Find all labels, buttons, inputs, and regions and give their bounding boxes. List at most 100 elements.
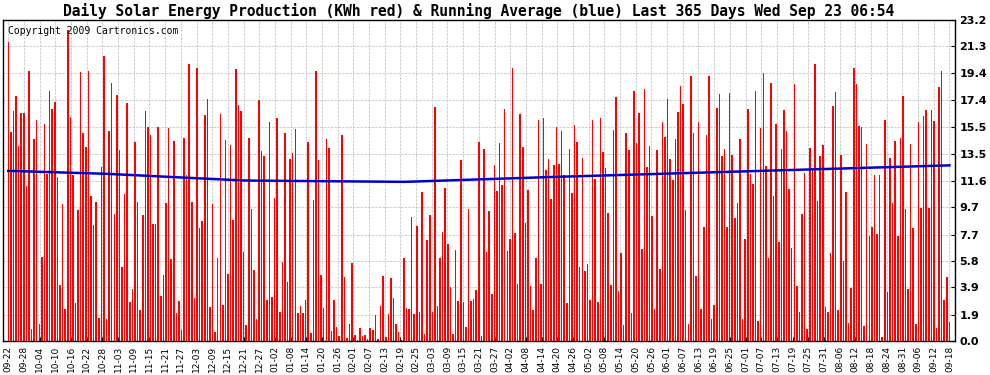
Bar bbox=[478, 142, 479, 341]
Bar bbox=[732, 155, 733, 341]
Bar bbox=[770, 83, 772, 341]
Bar bbox=[364, 335, 366, 341]
Bar bbox=[615, 97, 617, 341]
Bar bbox=[424, 334, 426, 341]
Bar bbox=[509, 239, 511, 341]
Bar bbox=[8, 42, 9, 341]
Bar bbox=[127, 104, 128, 341]
Bar bbox=[690, 76, 692, 341]
Bar bbox=[132, 289, 134, 341]
Bar bbox=[284, 133, 286, 341]
Bar bbox=[796, 286, 798, 341]
Bar bbox=[385, 337, 386, 341]
Bar bbox=[473, 299, 474, 341]
Bar bbox=[791, 248, 792, 341]
Bar bbox=[628, 150, 630, 341]
Bar bbox=[809, 148, 811, 341]
Bar bbox=[752, 183, 753, 341]
Bar bbox=[734, 218, 736, 341]
Bar bbox=[268, 122, 270, 341]
Bar bbox=[918, 122, 919, 341]
Bar bbox=[737, 203, 739, 341]
Bar bbox=[721, 156, 723, 341]
Bar bbox=[341, 135, 343, 341]
Bar bbox=[339, 336, 340, 341]
Bar bbox=[77, 210, 79, 341]
Bar bbox=[677, 112, 679, 341]
Bar bbox=[170, 259, 172, 341]
Bar bbox=[250, 209, 252, 341]
Bar bbox=[388, 314, 389, 341]
Bar bbox=[380, 306, 381, 341]
Bar bbox=[157, 127, 159, 341]
Bar bbox=[59, 285, 60, 341]
Title: Daily Solar Energy Production (KWh red) & Running Average (blue) Last 365 Days W: Daily Solar Energy Production (KWh red) … bbox=[63, 3, 895, 19]
Bar bbox=[838, 310, 840, 341]
Bar bbox=[610, 285, 612, 341]
Bar bbox=[318, 160, 320, 341]
Bar bbox=[579, 267, 580, 341]
Bar bbox=[648, 146, 650, 341]
Bar bbox=[429, 216, 431, 341]
Bar bbox=[910, 144, 912, 341]
Bar bbox=[545, 170, 546, 341]
Bar bbox=[255, 319, 257, 341]
Bar bbox=[305, 300, 306, 341]
Bar bbox=[204, 115, 206, 341]
Bar bbox=[21, 113, 22, 341]
Bar bbox=[931, 110, 933, 341]
Bar bbox=[313, 200, 314, 341]
Bar bbox=[541, 284, 542, 341]
Bar bbox=[67, 30, 68, 341]
Bar bbox=[263, 156, 265, 341]
Bar bbox=[581, 158, 583, 341]
Bar bbox=[101, 167, 102, 341]
Bar bbox=[401, 340, 402, 341]
Bar bbox=[124, 194, 126, 341]
Bar bbox=[729, 93, 731, 341]
Bar bbox=[550, 199, 552, 341]
Bar bbox=[512, 68, 513, 341]
Bar bbox=[421, 192, 423, 341]
Bar bbox=[233, 220, 234, 341]
Bar bbox=[902, 96, 904, 341]
Bar bbox=[833, 106, 834, 341]
Bar bbox=[719, 93, 720, 341]
Bar bbox=[894, 141, 896, 341]
Bar bbox=[85, 147, 86, 341]
Bar bbox=[842, 261, 844, 341]
Bar bbox=[682, 104, 684, 341]
Bar bbox=[47, 174, 48, 341]
Bar bbox=[522, 147, 524, 341]
Bar bbox=[501, 185, 503, 341]
Bar bbox=[507, 251, 508, 341]
Bar bbox=[644, 89, 645, 341]
Bar bbox=[744, 238, 745, 341]
Bar bbox=[31, 329, 33, 341]
Bar bbox=[328, 148, 330, 341]
Bar bbox=[207, 99, 208, 341]
Bar bbox=[359, 328, 360, 341]
Bar bbox=[140, 310, 141, 341]
Bar bbox=[621, 253, 622, 341]
Bar bbox=[142, 215, 144, 341]
Bar bbox=[780, 149, 782, 341]
Bar bbox=[432, 312, 433, 341]
Bar bbox=[525, 223, 526, 341]
Bar bbox=[13, 111, 14, 341]
Bar bbox=[528, 190, 529, 341]
Bar bbox=[939, 87, 940, 341]
Bar bbox=[454, 250, 456, 341]
Bar bbox=[533, 310, 534, 341]
Bar bbox=[600, 118, 601, 341]
Bar bbox=[626, 133, 627, 341]
Bar bbox=[783, 110, 785, 341]
Bar bbox=[555, 127, 557, 341]
Bar bbox=[452, 334, 453, 341]
Bar bbox=[634, 91, 635, 341]
Bar bbox=[228, 274, 229, 341]
Bar bbox=[714, 305, 715, 341]
Bar bbox=[613, 130, 614, 341]
Bar bbox=[889, 158, 891, 341]
Bar bbox=[323, 308, 325, 341]
